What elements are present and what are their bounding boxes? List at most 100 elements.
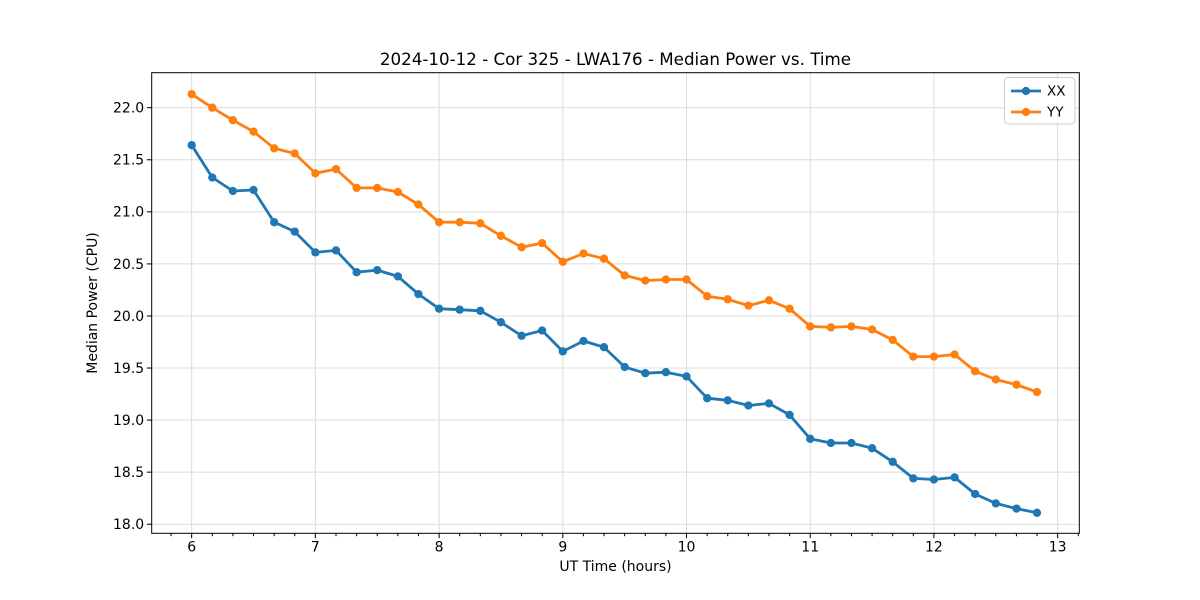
y-tick-label: 21.0 [113, 205, 144, 221]
data-point [558, 347, 567, 356]
y-tick-label: 21.5 [113, 153, 144, 169]
data-point [496, 231, 506, 240]
data-point [414, 200, 423, 209]
axis-ticks [146, 107, 1079, 539]
data-point [228, 186, 238, 196]
data-point [455, 305, 464, 314]
data-point [641, 276, 650, 285]
data-point [208, 173, 217, 182]
y-tick-label: 22.0 [113, 101, 144, 117]
data-point [352, 183, 361, 193]
data-point [1032, 387, 1042, 397]
x-tick-label: 11 [801, 540, 819, 556]
data-point [723, 396, 732, 405]
data-point [414, 289, 423, 299]
gridlines [151, 72, 1080, 534]
data-point [970, 367, 980, 376]
data-point [764, 399, 774, 408]
data-point [682, 372, 691, 381]
data-point [950, 350, 959, 359]
series-line [190, 92, 1039, 394]
data-point [599, 254, 609, 263]
data-point [785, 410, 794, 420]
data-point [496, 318, 506, 327]
x-tick-label: 6 [187, 540, 196, 556]
x-tick-label: 13 [1049, 540, 1067, 556]
data-point [1032, 508, 1042, 517]
data-point [909, 352, 918, 361]
data-point [373, 265, 382, 275]
data-point [311, 169, 320, 178]
data-point [579, 249, 588, 258]
data-point [661, 368, 671, 377]
data-point [537, 326, 547, 335]
data-point [764, 296, 774, 305]
data-point [785, 304, 794, 313]
data-point [867, 325, 877, 334]
axes-frame [151, 72, 1080, 534]
legend-sample-marker [1021, 107, 1031, 117]
plot-frame [151, 72, 1080, 534]
data-point [599, 343, 609, 352]
data-point [228, 116, 238, 125]
data-point [991, 375, 1000, 384]
plot-series [187, 90, 1042, 517]
data-point [847, 322, 856, 331]
data-point [909, 474, 918, 483]
data-point [744, 301, 753, 310]
data-point [929, 352, 939, 361]
data-point [826, 323, 836, 332]
data-point [331, 164, 341, 174]
x-axis-label: UT Time (hours) [559, 559, 671, 575]
data-point [806, 322, 815, 331]
data-point [867, 444, 877, 453]
data-point [290, 149, 299, 158]
data-point [270, 144, 279, 153]
data-point [970, 489, 980, 499]
y-tick-label: 20.0 [113, 309, 144, 325]
data-point [311, 248, 320, 257]
data-point [806, 434, 815, 443]
data-point [249, 185, 258, 195]
data-point [1012, 380, 1021, 389]
data-point [950, 473, 959, 482]
data-point [744, 401, 753, 410]
data-point [331, 246, 341, 255]
data-point [476, 306, 485, 315]
data-point [455, 218, 464, 227]
x-tick-label: 12 [925, 540, 943, 556]
data-point [187, 90, 196, 99]
chart-title: 2024-10-12 - Cor 325 - LWA176 - Median P… [380, 49, 851, 69]
data-point [929, 475, 939, 484]
data-point [1012, 504, 1021, 513]
legend-sample-marker [1021, 86, 1031, 96]
series-xx [187, 141, 1042, 517]
data-point [434, 218, 444, 227]
y-tick-label: 18.5 [113, 465, 144, 481]
data-point [537, 238, 547, 248]
x-tick-label: 8 [435, 540, 444, 556]
y-tick-label: 18.0 [113, 517, 144, 533]
legend-label: XX [1047, 84, 1066, 100]
x-tick-label: 7 [311, 540, 320, 556]
data-point [703, 394, 712, 403]
data-point [393, 187, 403, 197]
series-yy [187, 90, 1042, 397]
data-point [352, 268, 361, 277]
data-point [888, 335, 897, 345]
data-point [826, 438, 836, 448]
data-point [703, 292, 712, 301]
data-point [723, 295, 732, 304]
legend: XX YY [1004, 77, 1076, 125]
data-point [373, 183, 382, 193]
data-point [991, 499, 1000, 508]
data-point [847, 438, 856, 448]
data-point [888, 457, 897, 466]
y-tick-label: 19.5 [113, 361, 144, 377]
data-point [579, 336, 588, 346]
data-point [270, 218, 279, 227]
tick-labels: 6 7 8 9 10 11 12 13 18.0 18.5 19.0 19.5 20.0 20.5 21.0… [113, 101, 1067, 556]
data-point [290, 227, 299, 236]
legend-label: YY [1046, 105, 1064, 121]
